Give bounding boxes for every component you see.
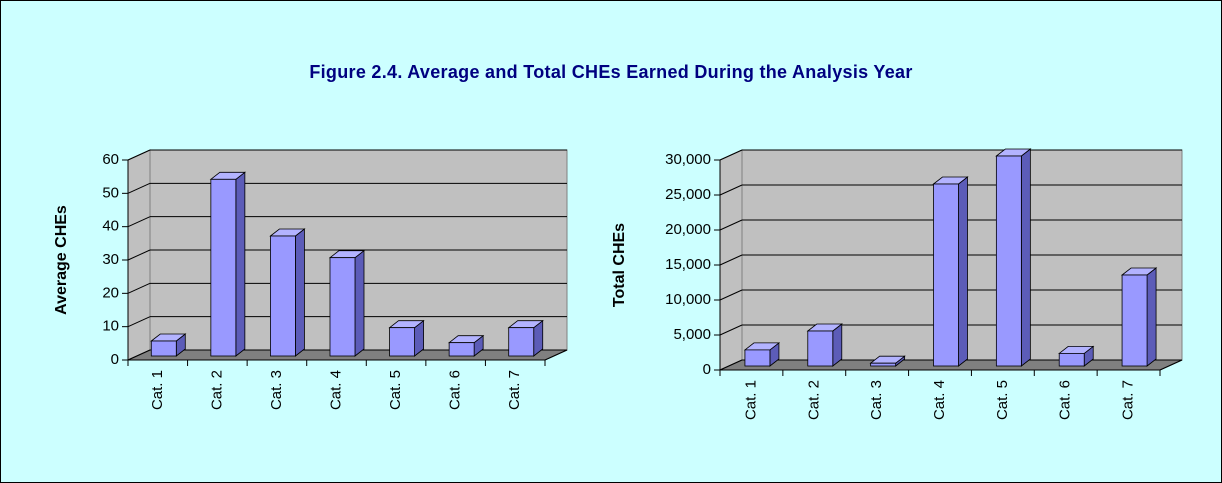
y-tick-label: 10,000 (665, 291, 711, 308)
bar-front (329, 257, 356, 357)
bar-front (933, 183, 959, 367)
y-tick-label: 20 (102, 284, 119, 301)
chart-title: Figure 2.4. Average and Total CHEs Earne… (309, 62, 912, 82)
bar-front (448, 342, 475, 357)
x-tick-label: Cat. 2 (208, 370, 225, 410)
bar-front (1121, 274, 1148, 367)
bar (995, 148, 1032, 367)
x-tick-label: Cat. 6 (1057, 380, 1074, 420)
grid-line-side (127, 349, 151, 361)
bar (328, 249, 366, 357)
y-tick-label: 10 (102, 318, 119, 335)
grid-line-side (719, 289, 743, 301)
grid-line-side (719, 219, 743, 231)
bar-front (389, 327, 415, 357)
bar-side (354, 249, 365, 357)
bar (507, 319, 544, 357)
bar-side (1146, 267, 1157, 367)
x-tick-label: Cat. 1 (742, 380, 759, 420)
x-tick-label: Cat. 6 (447, 370, 464, 410)
y-tick-label: 5,000 (673, 326, 711, 343)
bar-front (270, 235, 296, 357)
bar (743, 342, 781, 367)
floor-edge (544, 349, 568, 361)
x-tick-label: Cat. 1 (149, 370, 166, 410)
y-tick-label: 30,000 (665, 151, 711, 168)
bar-front (508, 327, 535, 357)
floor-edge (1159, 359, 1183, 371)
x-tick-label: Cat. 7 (1120, 380, 1137, 420)
y-tick-label: 20,000 (665, 221, 711, 238)
bar-front (870, 362, 897, 367)
y-tick-label: 15,000 (665, 256, 711, 273)
bar (869, 355, 906, 367)
bar (806, 323, 843, 367)
x-tick-label: Cat. 3 (268, 370, 285, 410)
grid-line-side (127, 282, 151, 294)
x-tick-label: Cat. 3 (868, 380, 885, 420)
grid-line-side (719, 149, 743, 161)
grid-line-side (127, 249, 151, 261)
grid-line-side (127, 216, 151, 228)
bar-side (958, 176, 968, 367)
y-tick-label: 30 (102, 251, 119, 268)
x-tick-label: Cat. 5 (387, 370, 404, 410)
y-tick-label: 0 (703, 361, 711, 378)
bar-front (210, 178, 237, 357)
bar (209, 171, 247, 357)
grid-line-side (127, 316, 151, 328)
grid-line-side (127, 149, 151, 161)
bar-front (150, 340, 177, 357)
grid-line-side (127, 182, 151, 194)
y-axis-title: Total CHEs (611, 223, 628, 307)
bar (1120, 267, 1158, 367)
bar (1058, 345, 1095, 367)
y-tick-label: 0 (111, 351, 119, 368)
bar (150, 333, 187, 357)
y-tick-label: 25,000 (665, 186, 711, 203)
bar (388, 319, 425, 357)
bar-front (744, 349, 771, 367)
grid-line-side (719, 184, 743, 196)
x-tick-label: Cat. 4 (327, 370, 344, 410)
bar-side (295, 228, 305, 357)
x-tick-label: Cat. 7 (506, 370, 523, 410)
x-tick-label: Cat. 5 (994, 380, 1011, 420)
bar (269, 228, 306, 357)
y-axis-title: Average CHEs (53, 205, 70, 315)
x-tick-label: Cat. 2 (805, 380, 822, 420)
bar (447, 334, 485, 357)
y-tick-label: 50 (102, 184, 119, 201)
x-tick-label: Cat. 4 (931, 380, 948, 420)
bar-front (995, 155, 1022, 367)
grid-line-side (719, 359, 743, 371)
grid-line-side (719, 324, 743, 336)
bar-front (807, 330, 834, 367)
bar (932, 176, 969, 367)
bar-side (235, 171, 246, 357)
y-tick-label: 60 (102, 151, 119, 168)
y-tick-label: 40 (102, 218, 119, 235)
bar-side (1020, 148, 1031, 367)
bar-front (1058, 352, 1085, 367)
grid-line-side (719, 254, 743, 266)
